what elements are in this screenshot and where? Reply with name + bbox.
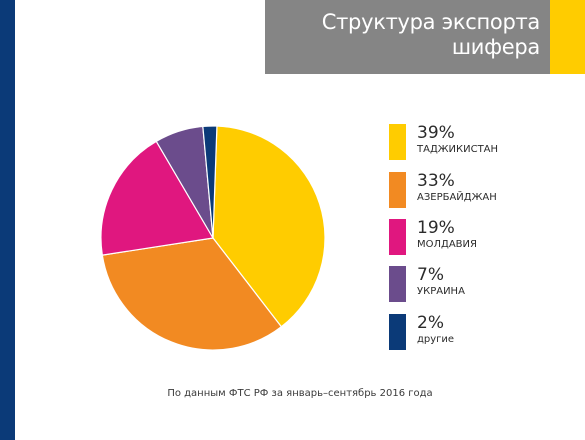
legend-value: 33% [417,171,455,191]
legend-value: 19% [417,218,455,238]
title-banner [265,0,550,74]
chart-title-line-1: Структура экспорта [321,10,541,34]
source-note: По данным ФТС РФ за январь–сентябрь 2016… [167,388,433,399]
legend-item-azerbaijan: 33% АЗЕРБАЙДЖАН [389,172,539,208]
legend-label: УКРАИНА [417,286,465,297]
left-accent-bar [0,0,15,440]
legend-swatch [389,266,406,302]
pie-slice-azerbaijan [101,237,283,351]
legend-label: ТАДЖИКИСТАН [417,144,499,155]
pie-slice-others [202,125,218,239]
legend-value: 39% [417,123,455,143]
legend-item-moldova: 19% МОЛДАВИЯ [389,219,539,255]
legend-label: АЗЕРБАЙДЖАН [417,192,497,203]
pie-slice-moldova [100,140,214,256]
legend-item-tajikistan: 39% ТАДЖИКИСТАН [389,124,539,160]
chart-title-line-2: шифера [451,35,540,59]
legend-label: другие [417,334,455,345]
chart-title: Структура экспорта шифера [300,10,541,60]
legend-swatch [389,219,406,255]
legend-value: 2% [417,313,444,333]
title-accent-bar [550,0,585,74]
legend-swatch [389,314,406,350]
legend-value: 7% [417,265,444,285]
legend-item-others: 2% другие [389,314,539,350]
legend-swatch [389,124,406,160]
legend-label: МОЛДАВИЯ [417,239,477,250]
pie-slice-tajikistan [212,125,326,328]
legend-item-ukraine: 7% УКРАИНА [389,266,539,302]
legend-swatch [389,172,406,208]
